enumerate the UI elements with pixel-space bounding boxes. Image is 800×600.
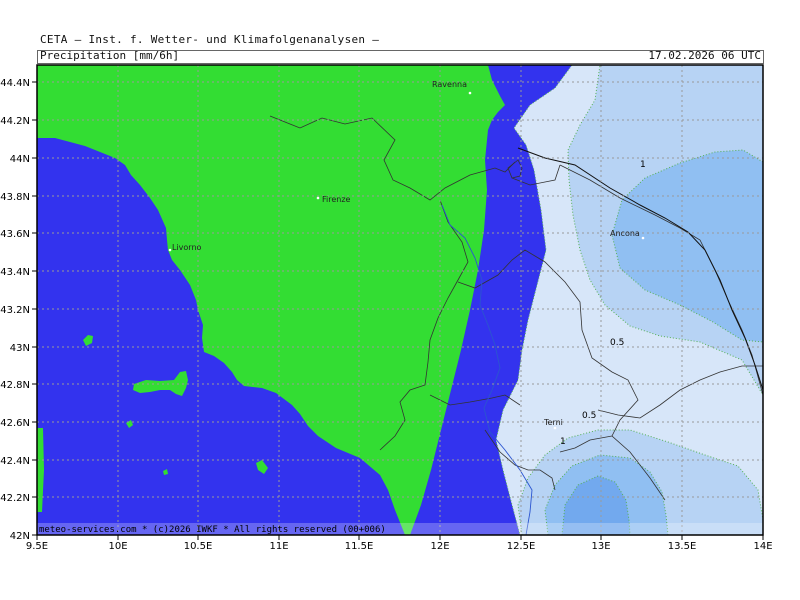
map-frame — [36, 64, 764, 536]
adriatic-coastline — [517, 147, 763, 391]
lon-tick-label: 10E — [108, 541, 127, 552]
copyright-footer: meteo-services.com * (c)2026 IWKF * All … — [39, 525, 386, 535]
lon-tick-label: 12E — [430, 541, 449, 552]
lat-tick-label: 43.4N — [0, 267, 30, 278]
contour-label: 0.5 — [582, 411, 596, 421]
lon-tick-label: 11.5E — [345, 541, 374, 552]
lat-tick-label: 43N — [10, 343, 30, 354]
lat-tick-label: 43.6N — [0, 229, 30, 240]
lon-tick-label: 13.5E — [668, 541, 697, 552]
contour-label: 1 — [560, 437, 566, 447]
contour-label: 0.5 — [610, 338, 624, 348]
lat-tick-label: 44N — [10, 154, 30, 165]
lon-tick-label: 9.5E — [26, 541, 48, 552]
lon-tick-label: 13E — [591, 541, 610, 552]
city-label-ancona: Ancona — [610, 229, 640, 238]
elba-island — [133, 371, 188, 396]
city-label-ravenna: Ravenna — [432, 80, 467, 89]
land-area — [37, 65, 505, 535]
lat-tick-label: 42.4N — [0, 456, 30, 467]
montecristo-island — [163, 469, 168, 475]
city-markers — [168, 91, 645, 430]
lat-tick-label: 42N — [10, 531, 30, 542]
subtitle-box — [37, 50, 764, 64]
city-label-terni: Terni — [543, 418, 563, 427]
lat-tick-label: 44.2N — [0, 116, 30, 127]
footer-band — [37, 523, 763, 535]
variable-label: Precipitation [mm/6h] — [40, 49, 180, 62]
axis-ticks — [32, 81, 764, 540]
contour-label: 1 — [640, 160, 646, 170]
lat-tick-label: 42.8N — [0, 380, 30, 391]
capraia-island — [83, 335, 93, 346]
lat-tick-label: 42.6N — [0, 418, 30, 429]
gridlines — [37, 65, 763, 535]
chart-title: CETA — Inst. f. Wetter- und Klimafolgena… — [40, 33, 380, 46]
city-label-firenze: Firenze — [322, 195, 351, 204]
lat-tick-label: 43.2N — [0, 305, 30, 316]
lat-tick-label: 42.2N — [0, 493, 30, 504]
city-label-livorno: Livorno — [172, 243, 202, 252]
lat-tick-label: 44.4N — [0, 78, 30, 89]
lat-tick-label: 43.8N — [0, 192, 30, 203]
precip-band-south-max — [561, 475, 631, 535]
lon-tick-label: 14E — [753, 541, 772, 552]
lon-tick-label: 12.5E — [507, 541, 536, 552]
lon-tick-label: 10.5E — [184, 541, 213, 552]
corsica-edge — [37, 428, 44, 512]
valid-time: 17.02.2026 06 UTC — [648, 49, 761, 62]
giglio-island — [256, 460, 268, 474]
tiber-river — [441, 204, 533, 535]
lon-tick-label: 11E — [269, 541, 288, 552]
